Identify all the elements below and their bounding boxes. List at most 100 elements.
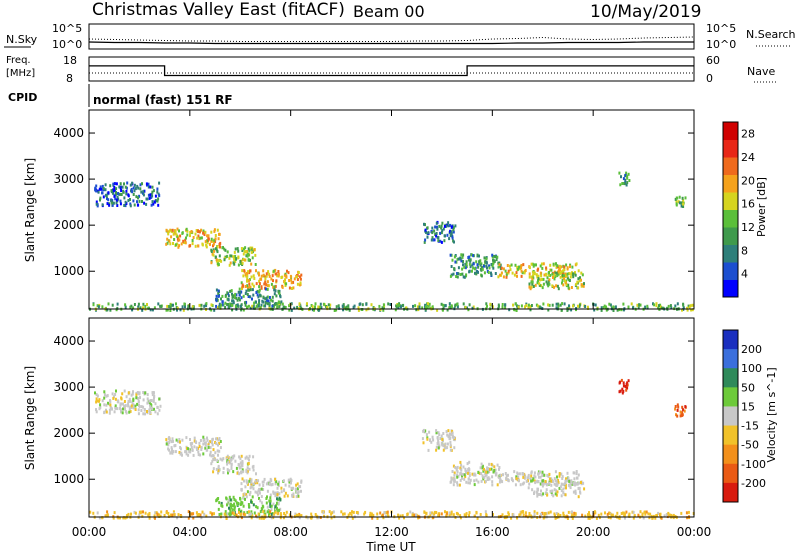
data-cell [131, 181, 134, 185]
data-cell [196, 236, 199, 240]
data-cell [667, 304, 670, 308]
data-cell [526, 479, 529, 483]
data-cell [620, 308, 623, 312]
data-cell [465, 273, 468, 277]
data-cell [537, 277, 540, 281]
data-cell [571, 516, 574, 520]
data-cell [566, 267, 569, 271]
colorbar-swatch [723, 139, 738, 158]
data-cell [464, 475, 467, 479]
data-cell [567, 286, 570, 290]
data-cell [257, 489, 260, 493]
data-cell [485, 470, 488, 474]
data-cell [192, 516, 195, 520]
data-cell [563, 277, 566, 280]
data-cell [548, 282, 551, 286]
data-cell [246, 293, 249, 296]
data-cell [282, 516, 285, 520]
data-cell [471, 269, 473, 273]
data-cell [230, 289, 233, 293]
data-cell [496, 255, 499, 259]
data-cell [221, 504, 224, 508]
data-cell [247, 286, 249, 290]
data-cell [625, 388, 628, 392]
data-cell [177, 235, 180, 239]
data-cell [237, 297, 240, 300]
data-cell [235, 296, 238, 300]
data-cell [268, 296, 271, 299]
data-cell [560, 265, 563, 269]
data-cell [396, 303, 399, 307]
data-cell [384, 514, 387, 518]
data-cell [139, 511, 142, 515]
data-cell [467, 481, 470, 485]
data-cell [427, 304, 430, 308]
data-cell [520, 264, 523, 267]
data-cell [211, 304, 214, 308]
data-cell [103, 411, 106, 415]
data-cell [170, 450, 173, 454]
data-cell [632, 516, 635, 520]
data-cell [568, 479, 571, 483]
data-cell [387, 514, 390, 518]
data-cell [556, 490, 559, 494]
data-cell [453, 267, 456, 271]
data-cell [541, 473, 544, 477]
data-cell [231, 504, 234, 508]
data-cell [198, 445, 201, 448]
data-cell [439, 231, 442, 235]
data-cell [529, 287, 532, 291]
data-cell [214, 234, 217, 237]
data-cell [105, 308, 108, 312]
data-cell [146, 393, 149, 397]
data-cell [258, 288, 261, 292]
data-cell [447, 224, 450, 228]
data-cell [170, 440, 173, 444]
data-cell [154, 194, 157, 198]
scatter-patch [240, 477, 303, 499]
data-cell [317, 305, 320, 309]
data-cell [204, 444, 207, 448]
data-cell [622, 302, 625, 306]
data-cell [646, 306, 649, 310]
data-cell [180, 242, 183, 246]
data-cell [535, 273, 538, 277]
data-cell [160, 510, 163, 514]
data-cell [343, 512, 346, 516]
data-cell [251, 304, 254, 308]
data-cell [314, 302, 317, 306]
data-cell [99, 185, 102, 189]
data-cell [205, 243, 208, 247]
data-cell [233, 502, 236, 506]
data-cell [540, 262, 543, 266]
data-cell [370, 303, 373, 307]
data-cell [269, 477, 272, 481]
data-cell [176, 516, 179, 520]
data-cell [554, 514, 556, 518]
colorbar-tick-label: 100 [741, 362, 762, 375]
data-cell [534, 475, 537, 479]
data-cell [266, 280, 269, 284]
data-cell [626, 383, 629, 387]
data-cell [456, 272, 459, 275]
data-cell [242, 252, 245, 256]
data-cell [356, 511, 359, 514]
data-cell [296, 305, 299, 309]
data-cell [258, 293, 261, 297]
data-cell [206, 241, 209, 245]
data-cell [131, 308, 134, 312]
data-cell [542, 282, 545, 286]
data-cell [238, 455, 241, 459]
data-cell [191, 239, 194, 242]
data-cell [122, 190, 125, 194]
data-cell [383, 511, 386, 515]
data-cell [168, 239, 171, 243]
data-cell [646, 304, 649, 308]
data-cell [530, 262, 533, 266]
data-cell [632, 306, 634, 310]
data-cell [113, 410, 116, 414]
data-cell [401, 514, 404, 518]
data-cell [166, 304, 169, 308]
data-cell [550, 477, 553, 481]
data-cell [250, 510, 253, 514]
